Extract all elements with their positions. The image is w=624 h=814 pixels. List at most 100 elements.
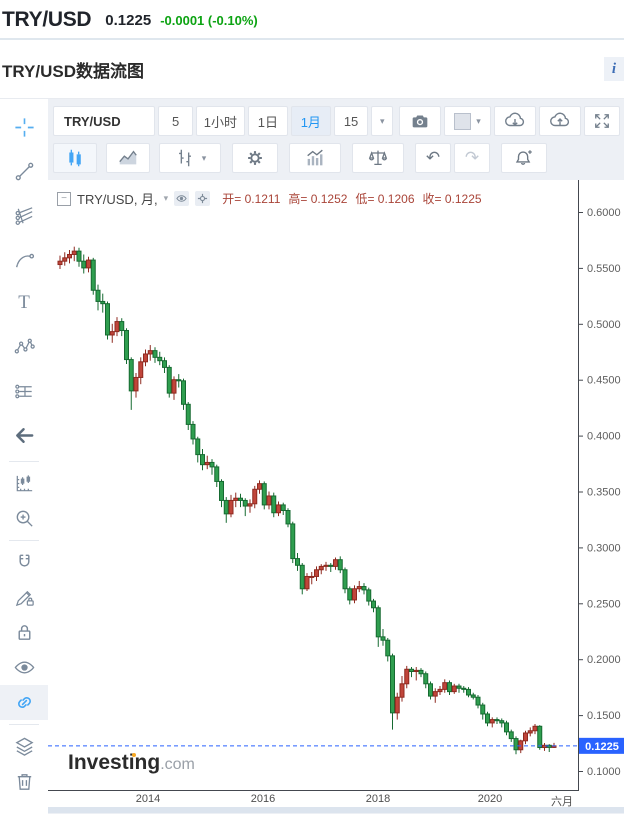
svg-text:0.1225: 0.1225	[585, 741, 619, 753]
save-chart-button[interactable]	[538, 106, 581, 136]
legend-collapse-button[interactable]: −	[57, 191, 71, 206]
pattern-tool-button[interactable]	[0, 325, 48, 369]
close-label: 收=	[422, 192, 442, 206]
lock-icon	[18, 625, 30, 640]
chevron-down-icon: ▾	[201, 152, 207, 163]
time-axis[interactable]: 2014 2016 2018 2020 六月	[48, 791, 624, 808]
candlestick-chart-canvas[interactable]: 0.6000 0.5500 0.5000 0.4500 0.4000 0.3500 0.30…	[48, 180, 624, 791]
watermark: Investing.com	[68, 751, 195, 775]
alert-bell-icon	[515, 150, 532, 165]
text-tool-icon: T	[18, 292, 30, 313]
sync-link-button[interactable]	[0, 685, 48, 720]
svg-text:0.4000: 0.4000	[587, 431, 621, 443]
section-row: TRY/USD数据流图 i	[0, 40, 624, 98]
toolbar-top: TRY/USD 5 1小时 1日 1月 15 ▾ ▾	[48, 99, 624, 143]
time-axis-label: 2016	[250, 793, 276, 805]
page-title: TRY/USD数据流图	[2, 61, 144, 81]
svg-text:0.5500: 0.5500	[587, 263, 621, 275]
high-label: 高=	[288, 192, 308, 206]
bottom-strip	[48, 807, 624, 813]
drawing-mode-button[interactable]	[0, 580, 48, 615]
area-chart-icon	[119, 150, 137, 165]
indicators-button[interactable]	[289, 143, 341, 173]
interval-5-button[interactable]: 5	[158, 106, 193, 136]
add-alert-button[interactable]	[501, 143, 547, 173]
link-icon	[17, 697, 31, 708]
hide-drawings-button[interactable]	[0, 650, 48, 685]
compare-button[interactable]	[352, 143, 404, 173]
lock-drawings-button[interactable]	[0, 615, 48, 650]
svg-text:0.2500: 0.2500	[587, 598, 621, 610]
layers-icon	[14, 737, 34, 756]
interval-dropdown-button[interactable]: ▾	[371, 106, 394, 136]
svg-text:0.5000: 0.5000	[587, 319, 621, 331]
chevron-down-icon: ▾	[379, 115, 385, 126]
color-swatch-icon	[454, 112, 472, 130]
load-chart-button[interactable]	[494, 106, 536, 136]
trend-line-tool-button[interactable]	[0, 149, 48, 193]
svg-text:0.3500: 0.3500	[587, 487, 621, 499]
drawing-toolbar: T	[0, 99, 48, 814]
svg-text:0.6000: 0.6000	[587, 207, 621, 219]
undo-icon: ↶	[425, 147, 441, 168]
crosshair-tool-button[interactable]	[0, 105, 48, 149]
undo-button[interactable]: ↶	[415, 143, 451, 173]
indicators-icon	[307, 149, 323, 166]
low-label: 低=	[355, 192, 375, 206]
candlestick-style-button[interactable]	[53, 143, 97, 173]
close-value: 0.1225	[444, 192, 482, 206]
ohlc-bars-icon	[178, 149, 191, 167]
eye-icon	[14, 661, 34, 674]
back-button[interactable]	[0, 413, 48, 457]
redo-icon: ↷	[464, 147, 480, 168]
legend-symbol: TRY/USD, 月,	[77, 192, 158, 207]
crosshair-icon	[14, 117, 34, 137]
trend-line-icon	[15, 162, 33, 180]
xabcd-pattern-icon	[14, 338, 35, 353]
chevron-down-icon: ▾	[476, 115, 481, 126]
bar-style-dropdown-button[interactable]: ▾	[159, 143, 221, 173]
fib-tools-button[interactable]	[0, 193, 48, 237]
svg-text:0.2000: 0.2000	[587, 654, 621, 666]
snapshot-button[interactable]	[399, 106, 441, 136]
projection-tool-icon	[14, 384, 32, 398]
legend-hide-button[interactable]	[174, 191, 190, 206]
legend-settings-button[interactable]	[195, 191, 211, 206]
svg-text:0.1000: 0.1000	[587, 766, 621, 778]
time-axis-label: 2018	[365, 793, 391, 805]
brush-tool-button[interactable]	[0, 237, 48, 281]
background-color-button[interactable]: ▾	[443, 106, 492, 136]
measure-tool-button[interactable]	[0, 466, 48, 501]
cloud-upload-icon	[549, 112, 569, 127]
info-icon[interactable]: i	[604, 57, 624, 81]
chart-main: TRY/USD 5 1小时 1日 1月 15 ▾ ▾	[48, 99, 624, 814]
toolbar-style: ▾ ↶ ↷	[48, 143, 624, 180]
interval-15-button[interactable]: 15	[333, 106, 369, 136]
symbol-button[interactable]: TRY/USD	[53, 106, 156, 136]
svg-text:0.4500: 0.4500	[587, 375, 621, 387]
settings-button[interactable]	[232, 143, 278, 173]
measure-candles-icon	[16, 475, 32, 492]
interval-1d-button[interactable]: 1日	[247, 106, 288, 136]
open-value: 0.1211	[244, 192, 281, 206]
quote-symbol: TRY/USD	[2, 8, 92, 31]
current-price-badge	[579, 737, 624, 754]
object-tree-button[interactable]	[0, 729, 48, 764]
interval-1h-button[interactable]: 1小时	[195, 106, 245, 136]
sidebar-divider	[9, 724, 39, 725]
area-style-button[interactable]	[106, 143, 150, 173]
gear-small-icon	[198, 193, 208, 204]
projection-tool-button[interactable]	[0, 369, 48, 413]
zoom-in-button[interactable]	[0, 501, 48, 536]
magnet-mode-button[interactable]	[0, 545, 48, 580]
redo-button[interactable]: ↷	[454, 143, 490, 173]
high-value: 0.1252	[310, 192, 348, 206]
interval-1m-button[interactable]: 1月	[290, 106, 331, 136]
remove-drawings-button[interactable]	[0, 764, 48, 799]
text-tool-button[interactable]: T	[0, 281, 48, 325]
time-axis-label: 六月	[551, 796, 573, 808]
investing-logo-tld: .com	[160, 756, 195, 773]
chevron-down-icon: ▾	[163, 193, 169, 203]
svg-text:0.1500: 0.1500	[587, 710, 621, 722]
fullscreen-button[interactable]	[583, 106, 621, 136]
